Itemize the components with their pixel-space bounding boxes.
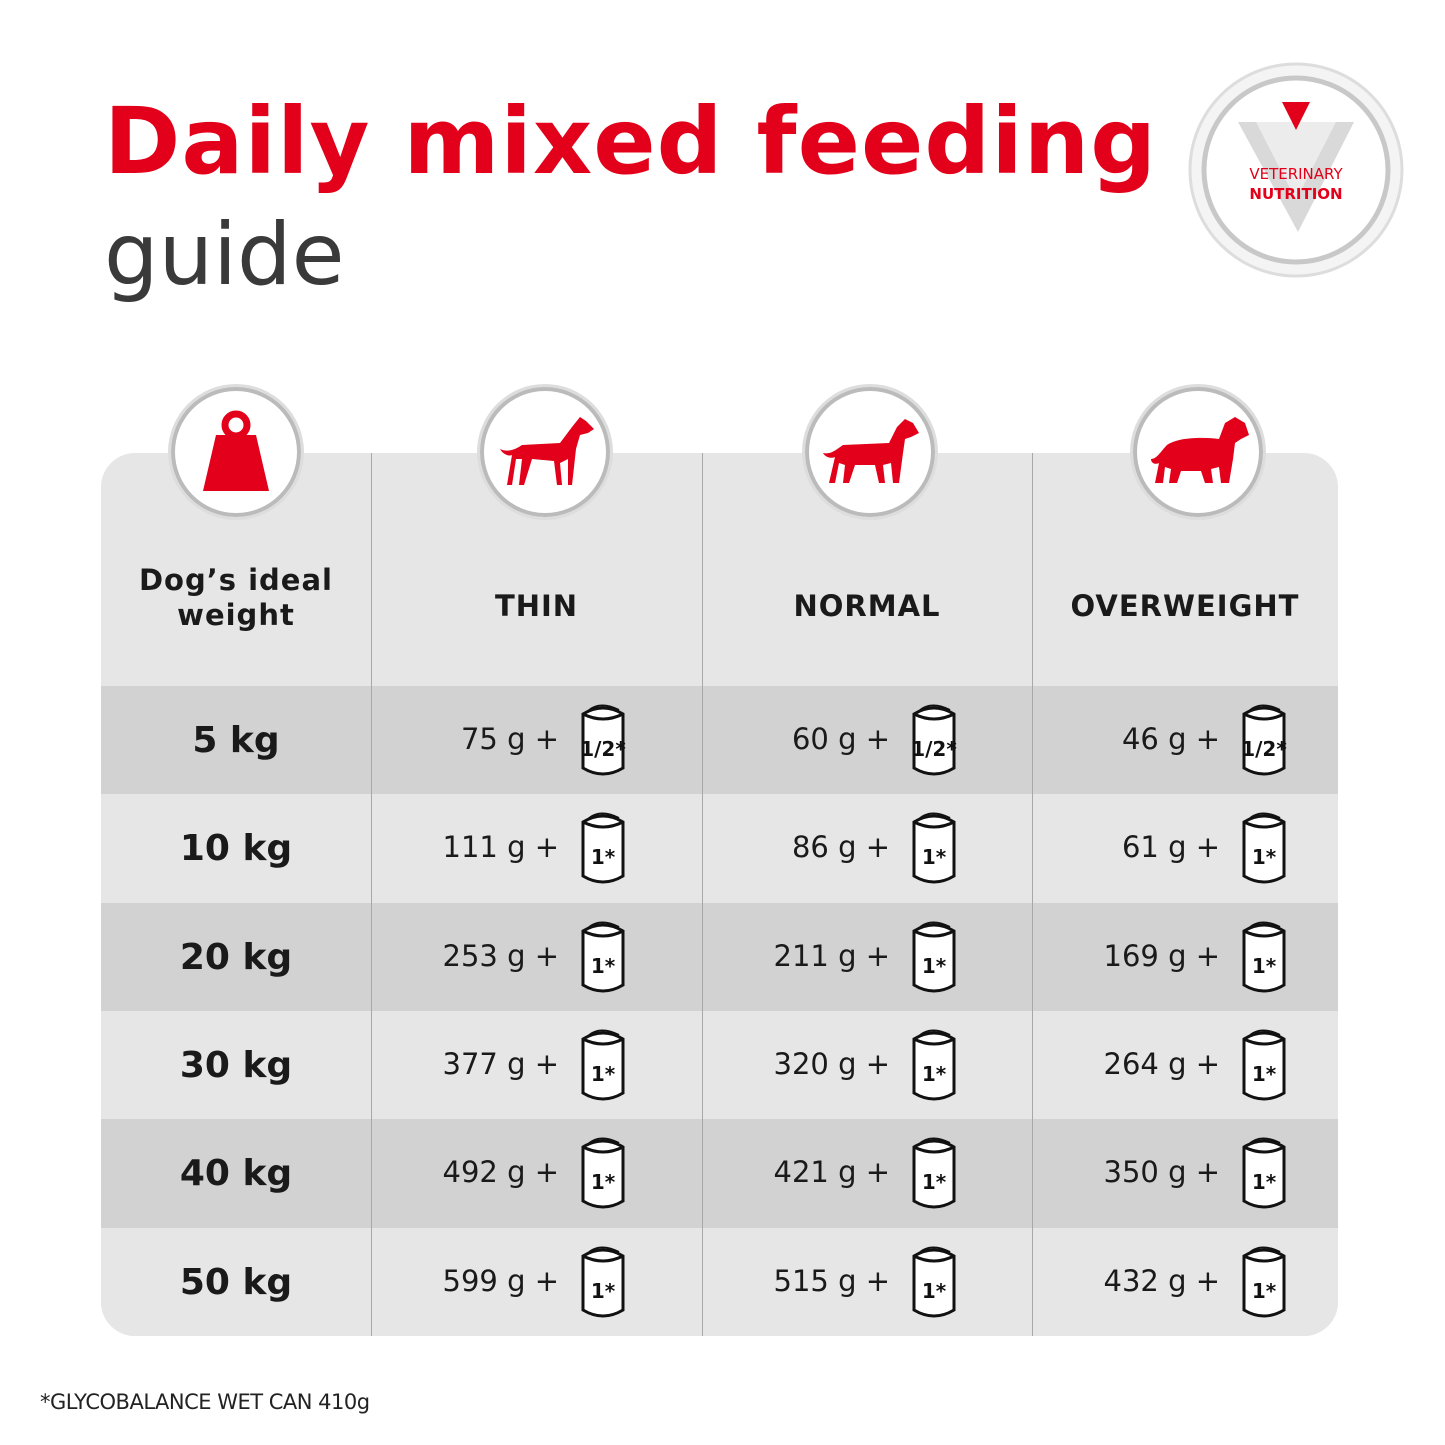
can-label: 1*	[1252, 1062, 1277, 1086]
footnote: *GLYCOBALANCE WET CAN 410g	[40, 1390, 370, 1414]
can-icon: 1*	[1242, 1029, 1286, 1101]
amount: 46 g +	[1121, 722, 1220, 756]
badge-line1: VETERINARY	[1249, 165, 1343, 183]
table-row: 50 kg 599 g + 1* 515 g + 1* 432 g + 1*	[101, 1227, 1338, 1336]
can-icon: 1*	[1242, 1246, 1286, 1317]
can-icon: 1*	[912, 812, 956, 884]
column-header: OVERWEIGHT	[1070, 589, 1300, 623]
amount: 320 g +	[773, 1046, 891, 1081]
amount: 432 g +	[1103, 1263, 1221, 1298]
can-label: 1*	[1252, 954, 1277, 978]
icon-dog-normal	[805, 387, 935, 517]
icon-dog-thin	[480, 387, 610, 517]
badge: VETERINARY NUTRITION	[1188, 62, 1404, 278]
weight-cell: 5 kg	[192, 720, 280, 761]
can-label: 1*	[591, 1062, 616, 1086]
can-label: 1*	[1252, 845, 1277, 869]
amount: 264 g +	[1103, 1046, 1221, 1081]
can-icon: 1*	[1242, 812, 1286, 884]
can-label: 1/2*	[580, 737, 626, 761]
feeding-table: 5 kg 75 g +1/2* 60 g +1/2* 46 g +1/2* 10 kg 1…	[101, 453, 1338, 1336]
amount: 515 g +	[773, 1263, 891, 1298]
column-divider	[702, 453, 703, 1336]
can-icon: 1/2*	[580, 704, 626, 776]
column-header: THIN	[494, 589, 579, 623]
icon-weight	[171, 387, 301, 517]
can-label: 1*	[591, 954, 616, 978]
amount: 599 g +	[442, 1263, 560, 1298]
can-icon: 1*	[912, 1137, 956, 1209]
column-divider	[371, 453, 372, 1336]
can-label: 1*	[591, 845, 616, 869]
can-label: 1*	[922, 1062, 947, 1086]
amount: 377 g +	[442, 1046, 560, 1081]
column-header: NORMAL	[793, 589, 941, 623]
subtitle: guide	[104, 205, 345, 305]
can-label: 1*	[591, 1279, 616, 1303]
amount: 421 g +	[773, 1155, 891, 1190]
badge-line2: NUTRITION	[1249, 185, 1342, 203]
can-icon: 1*	[912, 1246, 956, 1317]
can-icon: 1*	[912, 921, 956, 993]
can-icon: 1*	[912, 1029, 956, 1101]
can-icon: 1*	[581, 1137, 625, 1209]
table-row: 40 kg 492 g + 1* 421 g + 1* 350 g + 1*	[101, 1119, 1338, 1229]
icon-dog-overweight	[1133, 387, 1263, 517]
title: Daily mixed feeding	[104, 88, 1158, 195]
weight-cell: 20 kg	[179, 936, 293, 978]
table-row: 5 kg 75 g + 1/2* 60 g + 1/2* 46 g + 1/2*	[101, 686, 1338, 795]
amount: 111 g +	[442, 830, 560, 865]
table-row: 30 kg 377 g + 1* 320 g + 1* 264 g + 1*	[101, 1010, 1338, 1120]
can-label: 1*	[1252, 1279, 1277, 1303]
amount: 492 g +	[442, 1155, 560, 1190]
column-header: Dog’s ideal weight	[138, 563, 333, 632]
amount: 169 g +	[1103, 938, 1221, 973]
can-icon: 1/2*	[1241, 704, 1287, 776]
weight-cell: 40 kg	[179, 1153, 293, 1195]
column-divider	[1032, 453, 1033, 1336]
weight-cell: 10 kg	[179, 828, 293, 870]
can-label: 1*	[922, 845, 947, 869]
table-row: 20 kg 253 g + 1* 211 g + 1* 169 g + 1*	[101, 902, 1338, 1012]
can-label: 1*	[922, 954, 947, 978]
can-label: 1*	[922, 1170, 947, 1194]
can-icon: 1*	[581, 812, 625, 884]
amount: 253 g +	[442, 938, 560, 973]
amount: 60 g +	[791, 722, 890, 756]
can-icon: 1*	[1242, 1137, 1286, 1209]
can-icon: 1*	[1242, 921, 1286, 993]
can-icon: 1*	[581, 1246, 625, 1317]
can-icon: 1/2*	[911, 704, 957, 776]
can-label: 1*	[922, 1279, 947, 1303]
can-label: 1*	[1252, 1170, 1277, 1194]
amount: 61 g +	[1121, 830, 1220, 865]
weight-cell: 50 kg	[179, 1261, 293, 1303]
amount: 86 g +	[791, 830, 890, 865]
amount: 350 g +	[1103, 1155, 1221, 1190]
can-icon: 1*	[581, 921, 625, 993]
can-label: 1/2*	[1241, 737, 1287, 761]
can-label: 1*	[591, 1170, 616, 1194]
amount: 211 g +	[773, 938, 891, 973]
can-icon: 1*	[581, 1029, 625, 1101]
amount: 75 g +	[460, 722, 559, 756]
can-label: 1/2*	[911, 737, 957, 761]
weight-cell: 30 kg	[179, 1044, 293, 1086]
table-row: 10 kg 111 g + 1* 86 g + 1* 61 g + 1*	[101, 794, 1338, 904]
